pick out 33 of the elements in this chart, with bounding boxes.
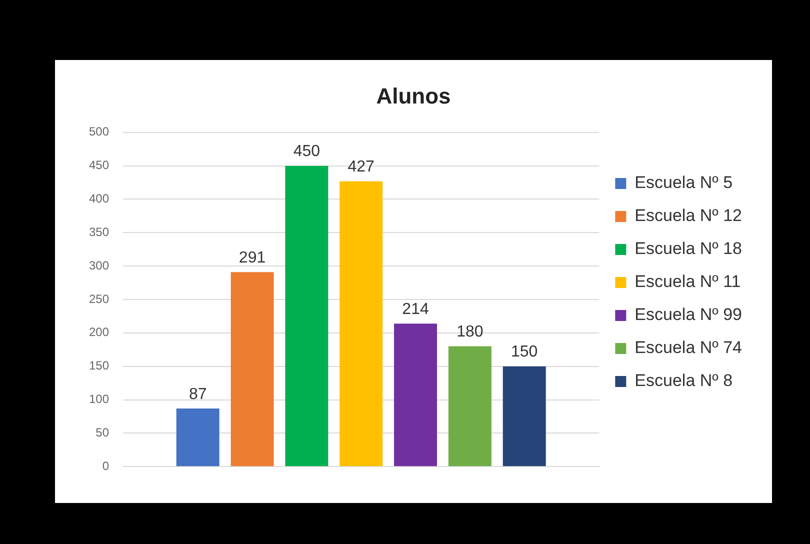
bar [285, 166, 328, 466]
bar [502, 366, 546, 466]
legend-label: Escuela Nº 74 [634, 338, 742, 358]
y-tick-label: 0 [102, 458, 110, 473]
y-tick-label: 450 [88, 158, 110, 172]
y-tick-label: 50 [96, 425, 110, 440]
bar [230, 272, 274, 466]
legend-label: Escuela Nº 5 [634, 173, 733, 192]
y-tick-label: 500 [88, 124, 110, 139]
y-tick-label: 200 [88, 325, 110, 340]
bar [176, 408, 220, 466]
data-label: 450 [293, 143, 320, 160]
legend-label: Escuela Nº 18 [634, 239, 742, 258]
y-tick-label: 400 [88, 192, 110, 206]
data-label: 427 [348, 158, 375, 176]
bar [448, 346, 492, 466]
chart-title: Alunos [376, 83, 451, 108]
data-label: 87 [188, 386, 207, 403]
data-label: 291 [238, 250, 266, 266]
legend-label: Escuela Nº 11 [634, 272, 741, 292]
y-tick-label: 100 [88, 392, 110, 406]
data-label: 150 [511, 344, 538, 361]
legend-label: Escuela Nº 12 [634, 206, 742, 226]
bar [394, 324, 438, 466]
data-label: 180 [456, 324, 484, 341]
data-label: 214 [402, 300, 429, 318]
legend-label: Escuela Nº 8 [634, 371, 733, 390]
bar [340, 181, 383, 466]
y-tick-label: 350 [88, 224, 110, 239]
y-tick-label: 150 [88, 358, 110, 373]
legend-label: Escuela Nº 99 [634, 305, 742, 324]
y-tick-label: 300 [88, 258, 110, 272]
y-tick-label: 250 [88, 292, 110, 306]
